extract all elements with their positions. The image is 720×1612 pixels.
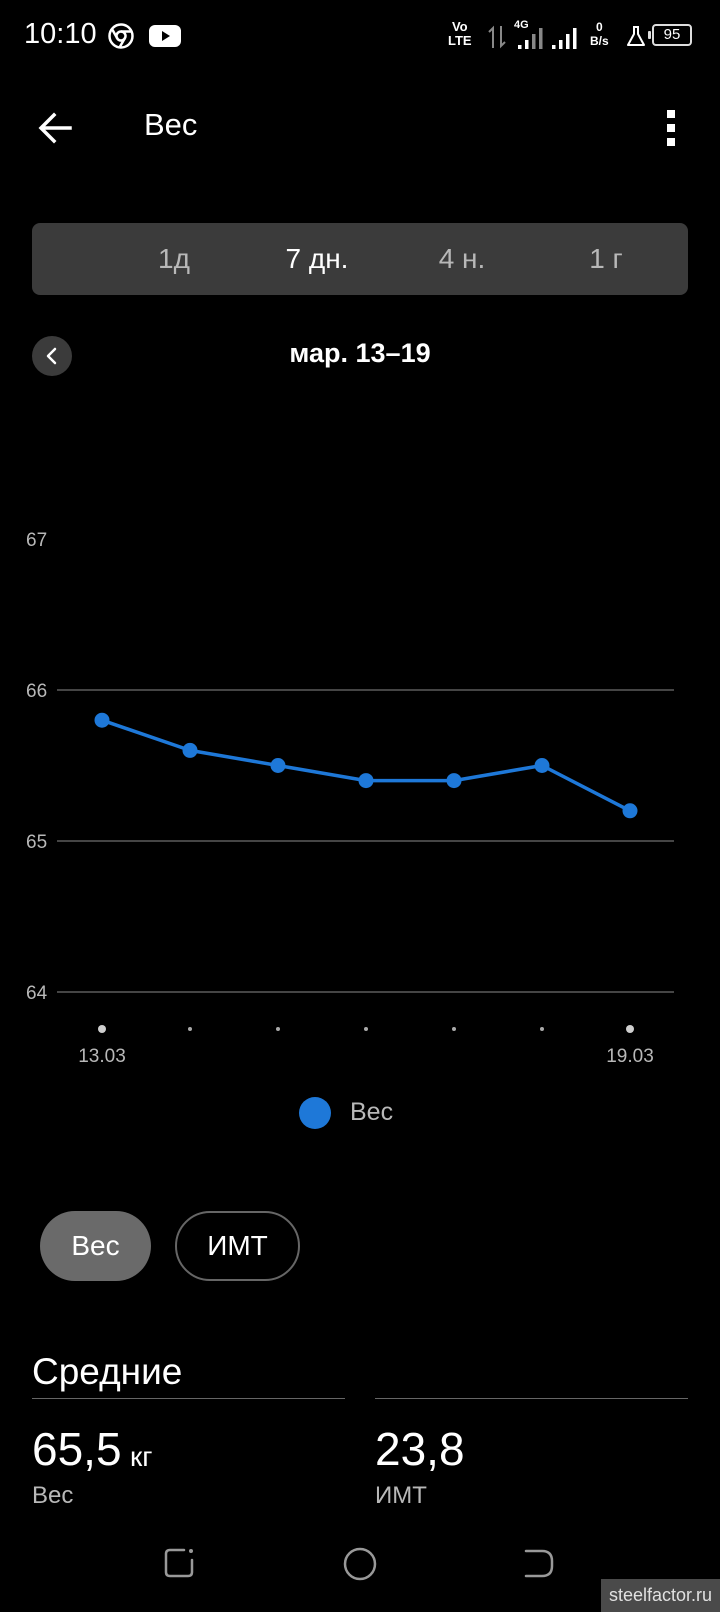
data-point xyxy=(534,758,550,773)
tab-7-days[interactable]: 7 дн. xyxy=(285,243,349,274)
y-tick-label: 64 xyxy=(26,983,48,1004)
signal-icon xyxy=(552,28,577,49)
data-point xyxy=(182,742,198,758)
legend-marker xyxy=(299,1097,331,1129)
flask-icon xyxy=(627,26,645,46)
signal-icon xyxy=(518,28,543,49)
weight-chip[interactable]: Вес xyxy=(40,1211,151,1281)
tab-1-year[interactable]: 1 г xyxy=(589,243,623,274)
divider xyxy=(32,1398,345,1399)
average-weight-label: Вес xyxy=(32,1482,74,1509)
x-tick-mark xyxy=(188,1027,192,1031)
battery-icon: 95 xyxy=(648,24,692,46)
y-tick-label: 67 xyxy=(26,530,47,551)
page-title: Вес xyxy=(144,107,198,142)
back-icon[interactable] xyxy=(522,1546,556,1580)
more-vert-icon[interactable] xyxy=(666,108,676,148)
volte-indicator: Vo LTE xyxy=(448,19,472,48)
x-tick-mark xyxy=(540,1027,544,1031)
tab-1-day[interactable]: 1д xyxy=(158,243,190,274)
series-line xyxy=(101,718,631,813)
average-weight-value: 65,5 xyxy=(32,1423,122,1475)
data-point xyxy=(622,803,638,819)
divider xyxy=(375,1398,688,1399)
arrow-left-icon[interactable] xyxy=(36,108,76,148)
legend-label: Вес xyxy=(350,1098,394,1126)
averages-title: Средние xyxy=(32,1351,183,1392)
chevron-left-icon xyxy=(46,347,57,365)
youtube-icon xyxy=(149,25,181,47)
chrome-icon xyxy=(108,23,134,49)
previous-period-button[interactable] xyxy=(32,336,72,376)
x-tick-mark xyxy=(364,1027,368,1031)
y-tick-label: 66 xyxy=(26,681,47,702)
weight-chart: 64 65 66 67 13.03 19.03 xyxy=(26,530,674,1067)
date-range: мар. 13–19 xyxy=(289,338,431,368)
x-tick-mark xyxy=(276,1027,280,1031)
data-point xyxy=(94,712,110,728)
data-point xyxy=(358,773,374,789)
average-weight-unit: кг xyxy=(130,1441,153,1472)
home-icon[interactable] xyxy=(342,1546,378,1582)
x-tick-label: 13.03 xyxy=(78,1046,126,1067)
period-tabs: 1д 7 дн. 4 н. 1 г xyxy=(32,223,688,295)
x-tick-mark xyxy=(626,1025,634,1033)
average-bmi-label: ИМТ xyxy=(375,1482,427,1509)
data-activity-icon xyxy=(488,25,506,49)
status-time: 10:10 xyxy=(24,18,97,50)
network-speed: 0 B/s xyxy=(590,20,609,48)
x-tick-mark xyxy=(452,1027,456,1031)
network-type-label: 4G xyxy=(514,19,529,31)
y-tick-label: 65 xyxy=(26,832,47,853)
x-tick-label: 19.03 xyxy=(606,1046,654,1067)
watermark: steelfactor.ru xyxy=(600,1579,720,1612)
data-point xyxy=(270,758,286,773)
data-point xyxy=(446,773,462,789)
x-tick-mark xyxy=(98,1025,106,1033)
tab-4-weeks[interactable]: 4 н. xyxy=(438,243,486,274)
recents-icon[interactable] xyxy=(162,1546,196,1580)
bmi-chip[interactable]: ИМТ xyxy=(175,1211,300,1281)
average-bmi-value: 23,8 xyxy=(375,1423,465,1475)
